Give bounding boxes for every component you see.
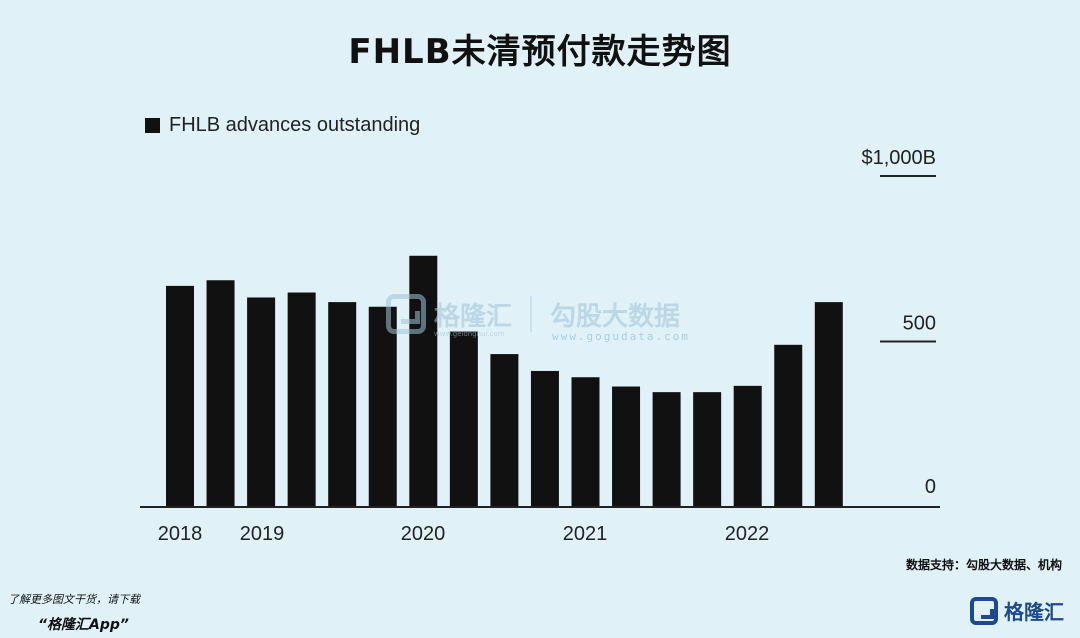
- x-tick-label-4: 2022: [725, 523, 770, 545]
- bar-1: [206, 280, 235, 507]
- bar-9: [530, 370, 559, 507]
- bar-8: [490, 354, 519, 507]
- watermark-divider: [530, 296, 533, 332]
- bar-7: [449, 331, 478, 507]
- watermark-product: 勾股大数据: [550, 301, 681, 332]
- watermark: 格隆汇 勾股大数据: [386, 294, 680, 334]
- bar-16: [814, 302, 843, 507]
- bar-3: [287, 292, 316, 507]
- bar-2: [247, 297, 276, 507]
- page-title: FHLB未清预付款走势图: [348, 32, 732, 72]
- bar-15: [774, 344, 803, 507]
- y-tick-label-1: 500: [903, 313, 936, 335]
- watermark-url: www.gogudata.com: [552, 330, 690, 343]
- data-source: 数据支持：勾股大数据、机构: [905, 558, 1062, 572]
- bar-14: [733, 385, 762, 507]
- watermark-brand: 格隆汇: [434, 301, 513, 332]
- x-tick-label-3: 2021: [563, 523, 608, 545]
- bar-13: [693, 392, 722, 507]
- bar-12: [652, 392, 681, 507]
- promo-line-1: 了解更多图文干货，请下载: [8, 593, 140, 606]
- x-tick-label-1: 2019: [240, 523, 285, 545]
- bar-10: [571, 377, 600, 507]
- watermark-sub: www.gelonghui.com: [434, 330, 505, 338]
- y-tick-label-2: 0: [925, 476, 936, 498]
- x-tick-label-0: 2018: [158, 523, 203, 545]
- promo-line-2: “格隆汇App”: [38, 617, 129, 633]
- legend-swatch: [145, 118, 160, 133]
- brand-name: 格隆汇: [1004, 600, 1064, 624]
- bar-4: [328, 302, 357, 507]
- y-tick-label-0: $1,000B: [861, 147, 936, 169]
- bar-5: [368, 306, 397, 507]
- legend-label: FHLB advances outstanding: [169, 114, 421, 136]
- bar-11: [612, 386, 641, 507]
- brand-logo-icon: [970, 596, 998, 625]
- brand-mark: 格隆汇: [970, 596, 1064, 625]
- watermark-logo-icon: [386, 294, 426, 334]
- bar-0: [166, 285, 194, 507]
- x-tick-label-2: 2020: [401, 523, 446, 545]
- chart-legend: FHLB advances outstanding: [145, 114, 420, 137]
